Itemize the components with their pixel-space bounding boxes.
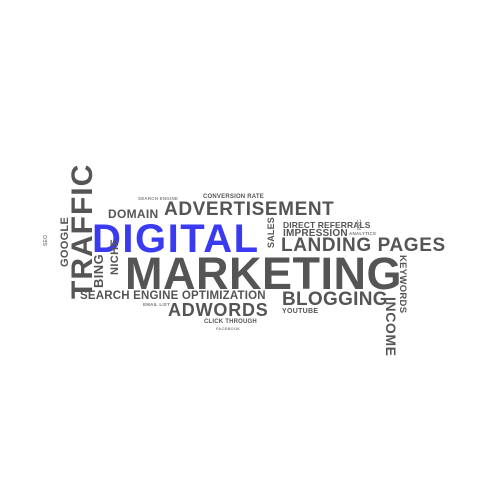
word-tiny-top: SEARCH ENGINE bbox=[138, 196, 179, 201]
word-direct-referrals: DIRECT REFERRALS bbox=[283, 220, 371, 230]
word-conversion-rate: CONVERSION RATE bbox=[203, 194, 264, 200]
word-sales: SALES bbox=[266, 216, 276, 248]
word-analytics: ANALYTICS bbox=[349, 231, 377, 236]
word-youtube: YOUTUBE bbox=[282, 308, 319, 315]
word-digital: DIGITAL bbox=[92, 217, 260, 261]
word-bing: BING bbox=[91, 253, 106, 288]
word-ppc: PPC bbox=[357, 219, 363, 230]
word-google: GOOGLE bbox=[59, 216, 71, 267]
word-email-list: EMAIL LIST bbox=[143, 302, 170, 307]
word-search-engine-optimization: SEARCH ENGINE OPTIMIZATION bbox=[80, 290, 266, 302]
word-income: INCOME bbox=[383, 297, 399, 357]
word-click-through: CLICK THROUGH bbox=[204, 319, 257, 325]
word-keywords: KEYWORDS bbox=[397, 255, 408, 314]
word-domain: DOMAIN bbox=[108, 207, 159, 221]
word-seo: SEO bbox=[43, 234, 49, 246]
word-tiny-bottom: FACEBOOK bbox=[216, 326, 241, 331]
word-impression: IMPRESSION bbox=[283, 228, 348, 239]
word-advertisement: ADVERTISEMENT bbox=[164, 199, 335, 220]
word-landing-pages: LANDING PAGES bbox=[281, 235, 446, 256]
word-blogging: BLOGGING bbox=[282, 289, 388, 310]
word-niche: NICHE bbox=[109, 238, 121, 275]
word-marketing: MARKETING bbox=[125, 248, 402, 299]
word-adwords: ADWORDS bbox=[168, 300, 269, 320]
